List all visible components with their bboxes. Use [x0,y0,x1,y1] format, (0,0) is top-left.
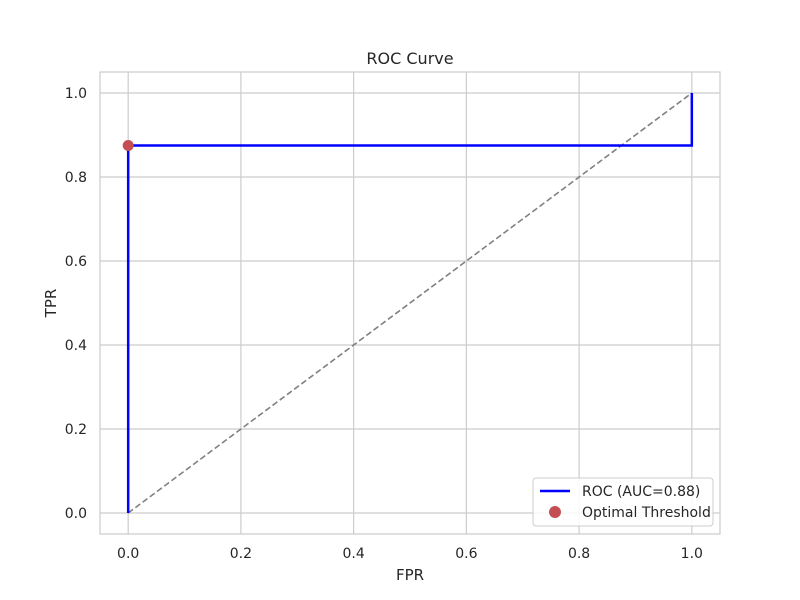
y-tick-label: 0.0 [65,506,87,522]
y-tick-label: 1.0 [65,86,87,102]
x-tick-label: 1.0 [681,546,703,562]
optimal-threshold-point [122,140,134,151]
x-tick-label: 0.4 [343,546,365,562]
y-tick-label: 0.2 [65,422,87,438]
legend-optimal-swatch [549,506,561,518]
tick-labels: 0.0 0.2 0.4 0.6 0.8 1.0 0.0 0.2 0.4 0.6 0.8 1.0 [65,86,703,562]
chart-title: ROC Curve [366,49,453,68]
chance-diagonal-line [127,92,693,514]
legend: ROC (AUC=0.88) Optimal Threshold [532,477,714,527]
x-tick-label: 0.0 [117,546,139,562]
legend-roc-label: ROC (AUC=0.88) [582,484,700,500]
x-tick-label: 0.8 [568,546,590,562]
y-axis-label: TPR [42,289,60,319]
markers [122,140,134,151]
x-tick-label: 0.2 [230,546,252,562]
roc-curve-line [126,93,694,513]
y-tick-label: 0.4 [65,338,87,354]
grid [100,72,720,534]
x-axis-label: FPR [396,566,424,584]
legend-box [532,477,714,527]
y-tick-label: 0.6 [65,254,87,270]
x-tick-label: 0.6 [455,546,477,562]
legend-optimal-label: Optimal Threshold [582,505,711,521]
y-tick-label: 0.8 [65,170,87,186]
series [126,92,694,514]
plot-frame [99,71,721,535]
